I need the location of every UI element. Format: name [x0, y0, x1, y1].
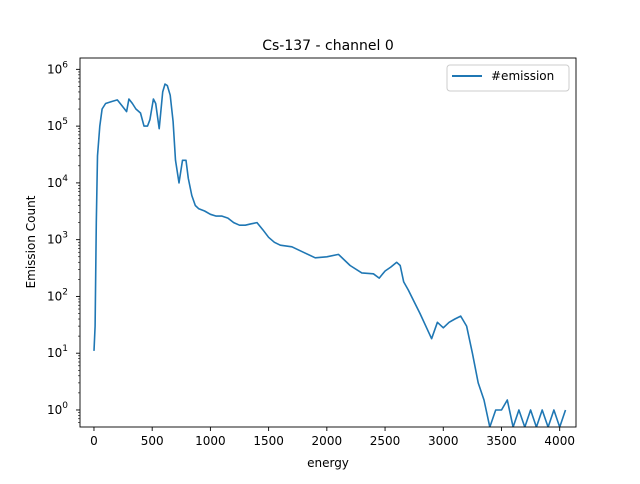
axes-layer: 0 500 1000 1500 2000 2500 3000 3500 4000 100 101 10…	[47, 57, 577, 448]
series-line-emission	[93, 83, 567, 427]
y-tick-label: 101	[47, 344, 68, 360]
x-axis-label: energy	[307, 456, 349, 470]
y-tick-label: 103	[47, 231, 68, 247]
y-tick-label: 104	[47, 174, 68, 190]
x-tick-label: 1500	[253, 434, 284, 448]
x-tick-label: 500	[141, 434, 164, 448]
y-tick-label: 105	[47, 117, 68, 133]
chart-title: Cs-137 - channel 0	[262, 38, 394, 54]
y-axis-label: Emission Count	[24, 195, 38, 288]
y-tick-label: 100	[47, 401, 68, 417]
x-tick-label: 3500	[486, 434, 517, 448]
x-tick-label: 1000	[195, 434, 226, 448]
x-tick-label: 0	[90, 434, 98, 448]
legend-label: #emission	[491, 69, 554, 83]
plot-layer	[93, 83, 567, 427]
y-tick-label: 106	[47, 60, 68, 76]
x-tick-label: 2500	[370, 434, 401, 448]
legend-box	[446, 64, 570, 92]
legend: #emission	[446, 64, 570, 92]
x-tick-label: 4000	[544, 434, 575, 448]
x-tick-label: 2000	[312, 434, 343, 448]
y-tick-label: 102	[47, 287, 68, 303]
x-tick-label: 3000	[428, 434, 459, 448]
